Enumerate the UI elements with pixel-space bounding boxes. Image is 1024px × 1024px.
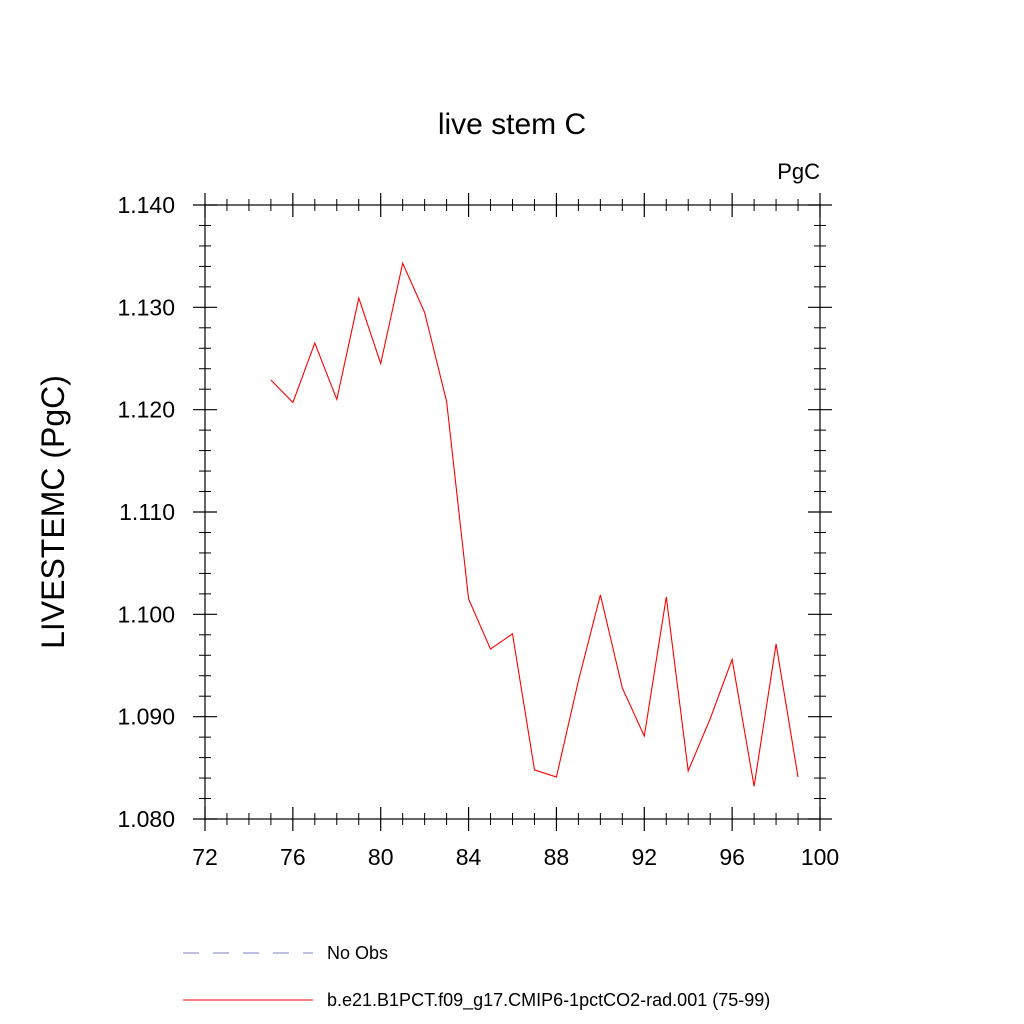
x-tick-label: 72 bbox=[192, 844, 218, 870]
x-tick-label: 88 bbox=[544, 844, 570, 870]
tick-marks bbox=[193, 193, 832, 831]
x-tick-label: 96 bbox=[719, 844, 745, 870]
plot-frame bbox=[204, 204, 821, 820]
legend-label: No Obs bbox=[327, 943, 388, 963]
series-line bbox=[270, 261, 799, 787]
chart-title: live stem C bbox=[438, 108, 586, 141]
tick-labels: 72 76 80 84 88 92 96 100 1.080 1.090 1.100 1.110 1.1… bbox=[117, 192, 839, 870]
y-tick-label: 1.120 bbox=[117, 397, 175, 423]
y-tick-label: 1.080 bbox=[117, 806, 175, 832]
x-tick-label: 100 bbox=[801, 844, 839, 870]
y-tick-label: 1.100 bbox=[117, 601, 175, 627]
y-tick-label: 1.140 bbox=[117, 192, 175, 218]
series-lines bbox=[270, 261, 799, 787]
y-tick-label: 1.090 bbox=[117, 704, 175, 730]
y-tick-label: 1.110 bbox=[119, 499, 175, 525]
y-axis-title: LIVESTEMC (PgC) bbox=[35, 375, 71, 649]
legend: No Obs b.e21.B1PCT.f09_g17.CMIP6-1pctCO2-… bbox=[183, 943, 770, 1011]
x-tick-label: 80 bbox=[368, 844, 394, 870]
units-label: PgC bbox=[777, 159, 820, 184]
legend-label: b.e21.B1PCT.f09_g17.CMIP6-1pctCO2-rad.00… bbox=[327, 990, 770, 1011]
y-tick-label: 1.130 bbox=[117, 294, 175, 320]
x-tick-label: 84 bbox=[456, 844, 482, 870]
x-tick-label: 76 bbox=[280, 844, 306, 870]
x-tick-label: 92 bbox=[631, 844, 657, 870]
